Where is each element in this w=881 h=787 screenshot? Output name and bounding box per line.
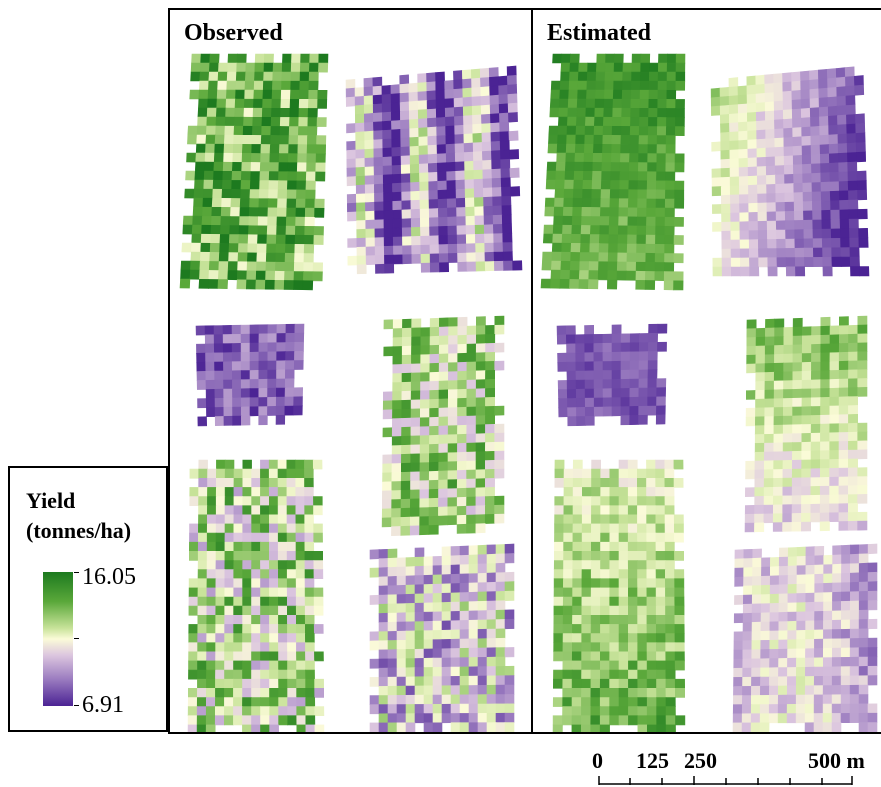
estimated-panel: Estimated <box>531 8 881 734</box>
scale-bar-ticks <box>598 776 853 785</box>
legend-title: Yield <box>26 488 76 513</box>
observed-title: Observed <box>184 20 283 46</box>
estimated-yield-map <box>540 53 878 732</box>
observed-field-bottom-right <box>369 543 515 732</box>
legend-tick-mid <box>74 638 79 639</box>
legend-tick-min <box>74 705 79 706</box>
scale-label-250: 250 <box>684 748 717 773</box>
scale-label-0: 0 <box>592 748 603 773</box>
map-area: Observed Estimated <box>168 8 881 734</box>
legend-min-value: 6.91 <box>82 692 124 718</box>
estimated-title: Estimated <box>547 20 651 46</box>
scale-label-500: 500 m <box>808 748 865 773</box>
observed-field-top-right <box>345 65 523 275</box>
observed-panel: Observed <box>168 8 531 734</box>
observed-yield-map <box>179 53 523 732</box>
legend: Yield (tonnes/ha) 16.05 6.91 <box>8 466 168 732</box>
observed-field-mid-right <box>381 315 505 537</box>
estimated-field-mid-right <box>744 315 868 533</box>
legend-tick-max <box>74 572 79 573</box>
legend-color-ramp <box>43 572 73 706</box>
scale-bar: 0 125 250 500 m <box>590 740 875 785</box>
scale-label-125: 125 <box>636 748 669 773</box>
observed-field-mid-left <box>195 323 305 427</box>
legend-max-value: 16.05 <box>82 564 136 590</box>
estimated-field-mid-left <box>556 323 668 427</box>
observed-field-top-left <box>179 53 329 291</box>
estimated-field-top-left <box>540 53 686 291</box>
observed-field-bottom-left <box>187 459 325 732</box>
legend-units: (tonnes/ha) <box>26 518 132 543</box>
estimated-field-top-right <box>710 66 870 277</box>
estimated-field-bottom-right <box>732 543 878 732</box>
estimated-field-bottom-left <box>552 459 686 732</box>
